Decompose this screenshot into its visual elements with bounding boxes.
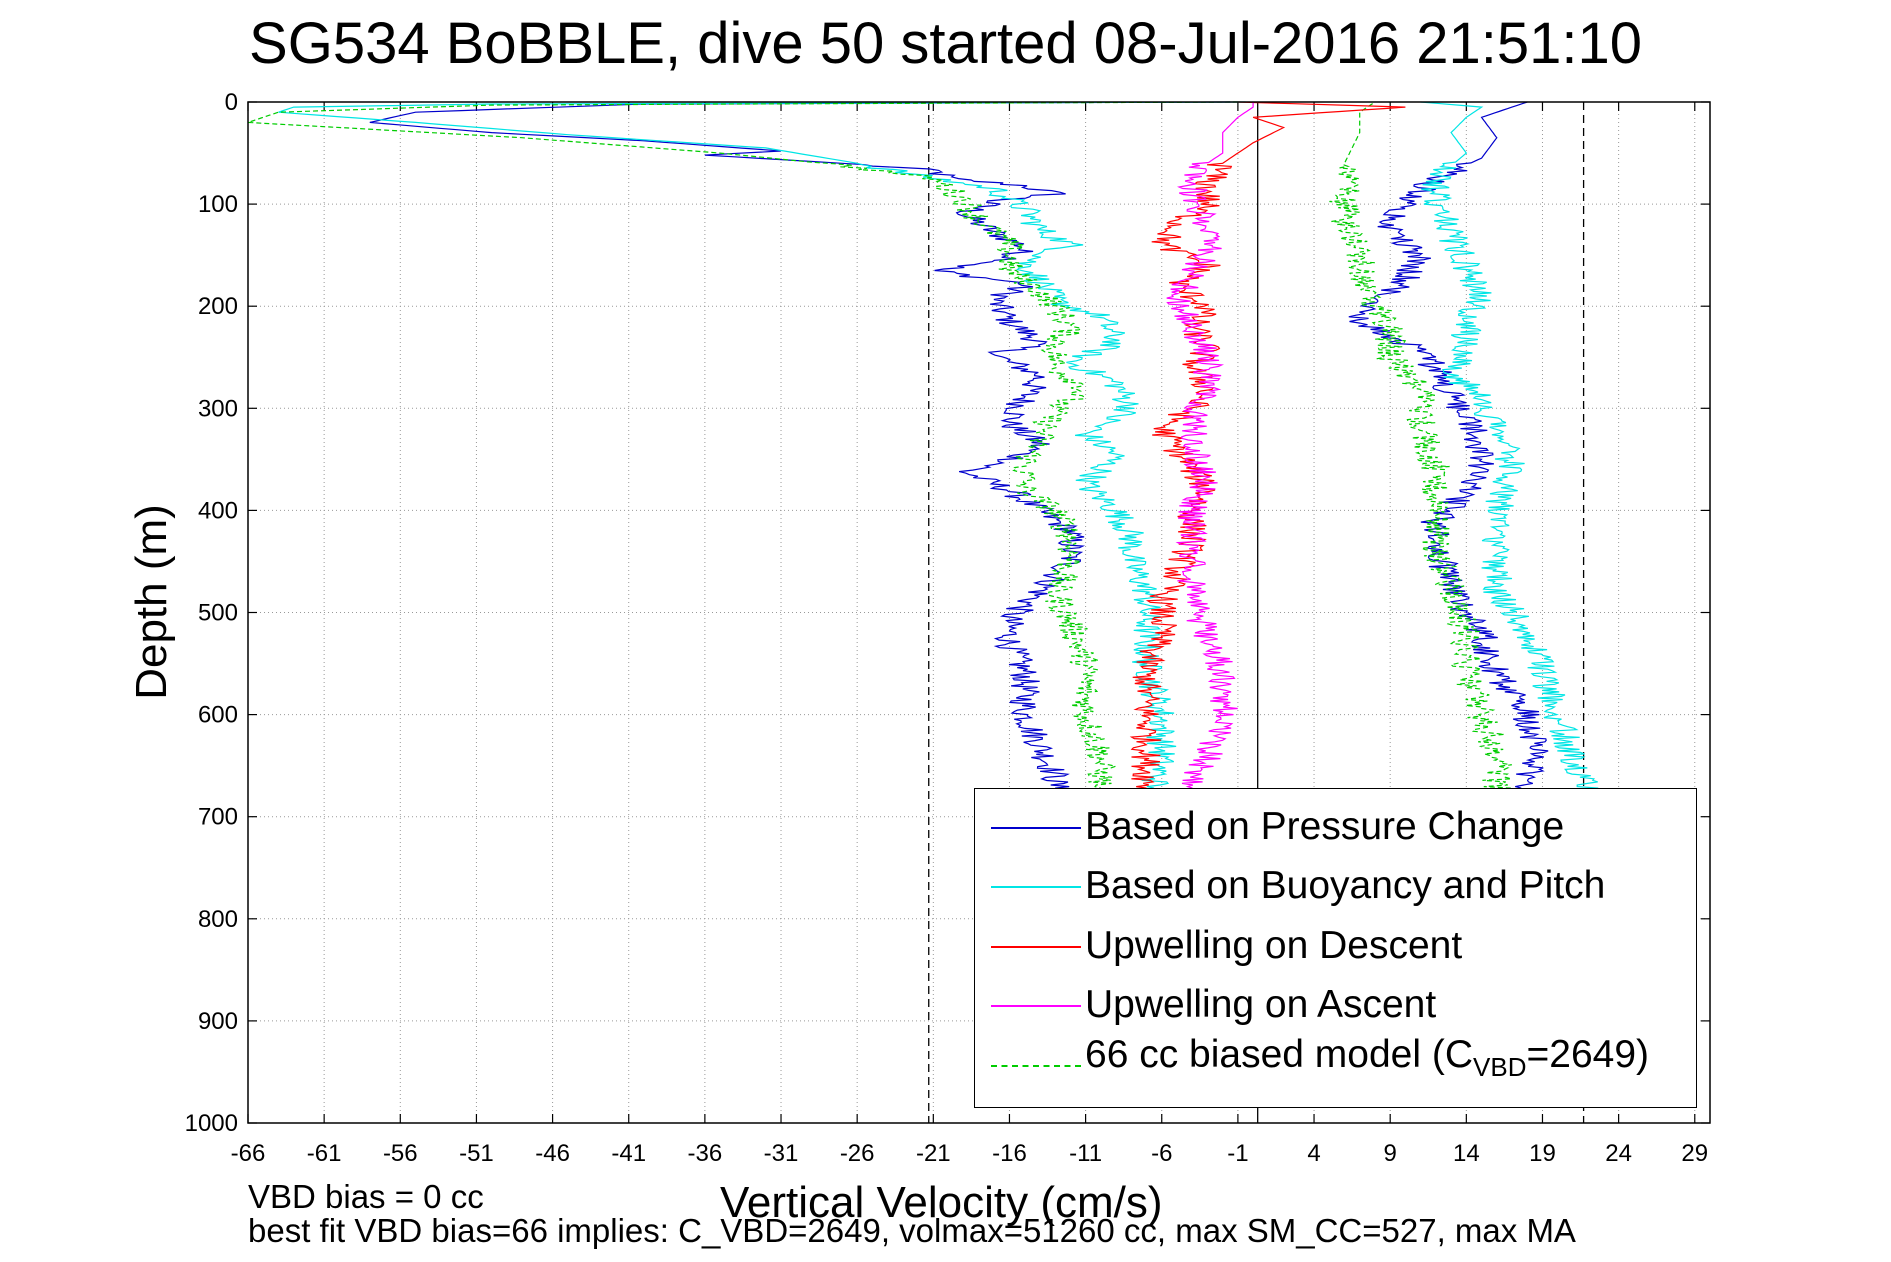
- x-axis-label: Vertical Velocity (cm/s): [720, 1178, 1163, 1227]
- y-tick-label: 600: [198, 702, 238, 729]
- x-tick-label: -51: [459, 1140, 494, 1167]
- x-tick-label: -26: [840, 1140, 875, 1167]
- legend-swatch-pressure: [991, 827, 1081, 829]
- x-tick-label: 14: [1453, 1140, 1480, 1167]
- legend-label-pressure: Based on Pressure Change: [1085, 805, 1565, 848]
- y-axis-label: Depth (m): [127, 504, 176, 700]
- legend-swatch-model: [991, 1065, 1081, 1067]
- chart-legend: Based on Pressure Change Based on Buoyan…: [974, 788, 1697, 1108]
- y-tick-label: 200: [198, 293, 238, 320]
- y-tick-label: 900: [198, 1008, 238, 1035]
- series-line-pressure_descent: [369, 101, 1231, 789]
- x-tick-label: -61: [307, 1140, 342, 1167]
- x-tick-label: 19: [1529, 1140, 1556, 1167]
- legend-entry-upwelling-descent: Upwelling on Descent: [975, 918, 1696, 976]
- legend-label-upwelling-descent: Upwelling on Descent: [1085, 924, 1463, 967]
- legend-label-upwelling-ascent: Upwelling on Ascent: [1085, 983, 1437, 1026]
- legend-entry-upwelling-ascent: Upwelling on Ascent: [975, 977, 1696, 1035]
- legend-model-subscript: VBD: [1473, 1051, 1527, 1082]
- legend-label-buoyancy: Based on Buoyancy and Pitch: [1085, 864, 1606, 907]
- y-tick-label: 1000: [185, 1110, 238, 1137]
- x-tick-label: -11: [1069, 1140, 1102, 1167]
- y-tick-labels: 0 100 200 300 400 500 600 700 800 900 1000: [185, 89, 238, 1137]
- x-tick-label: -6: [1151, 1140, 1172, 1167]
- x-tick-labels: -66 -61 -56 -51 -46 -41 -36 -31 -26 -21 -16 -11 -6 -1…: [231, 1140, 1708, 1167]
- series-line-pressure_ascent: [1348, 101, 1549, 789]
- data-series: [247, 101, 1599, 789]
- legend-model-prefix: 66 cc biased model (C: [1085, 1033, 1474, 1076]
- x-tick-label: -31: [764, 1140, 799, 1167]
- legend-label-model: 66 cc biased model (CVBD=2649): [1085, 1033, 1649, 1083]
- x-tick-label: -41: [611, 1140, 646, 1167]
- series-line-upwelling_ascent: [1166, 102, 1254, 789]
- x-tick-label: 4: [1307, 1140, 1320, 1167]
- y-tick-label: 700: [198, 804, 238, 831]
- legend-swatch-upwelling-ascent: [991, 1005, 1081, 1007]
- chart-title: SG534 BoBBLE, dive 50 started 08-Jul-201…: [249, 11, 1642, 76]
- series-line-model_ascent: [1329, 101, 1512, 789]
- x-tick-label: -21: [916, 1140, 951, 1167]
- x-tick-label: 29: [1681, 1140, 1708, 1167]
- best-fit-note: best fit VBD bias=66 implies: C_VBD=2649…: [248, 1212, 1576, 1249]
- legend-swatch-upwelling-descent: [991, 946, 1081, 948]
- x-tick-label: -46: [535, 1140, 570, 1167]
- y-tick-label: 800: [198, 906, 238, 933]
- y-tick-label: 500: [198, 600, 238, 627]
- y-tick-label: 300: [198, 395, 238, 422]
- x-tick-label: -66: [231, 1140, 266, 1167]
- legend-entry-model: 66 cc biased model (CVBD=2649): [975, 1027, 1696, 1085]
- series-line-upwelling_descent: [1129, 101, 1406, 789]
- axes-box: [247, 101, 1711, 1124]
- vbd-bias-note: VBD bias = 0 cc: [248, 1178, 484, 1215]
- x-tick-label: -36: [688, 1140, 723, 1167]
- series-line-buoyancy_ascent: [1420, 101, 1599, 789]
- series-line-model_descent: [247, 101, 1238, 789]
- y-tick-label: 100: [198, 191, 238, 218]
- y-tick-label: 400: [198, 497, 238, 524]
- x-tick-label: 9: [1384, 1140, 1397, 1167]
- legend-model-suffix: =2649): [1526, 1033, 1650, 1076]
- series-line-buoyancy_descent: [278, 101, 1246, 789]
- x-tick-label: -1: [1227, 1140, 1248, 1167]
- x-tick-label: -56: [383, 1140, 418, 1167]
- legend-entry-pressure: Based on Pressure Change: [975, 799, 1696, 857]
- legend-swatch-buoyancy: [991, 886, 1081, 888]
- y-tick-label: 0: [225, 89, 238, 116]
- legend-entry-buoyancy: Based on Buoyancy and Pitch: [975, 858, 1696, 916]
- x-tick-label: 24: [1605, 1140, 1632, 1167]
- x-tick-label: -16: [992, 1140, 1027, 1167]
